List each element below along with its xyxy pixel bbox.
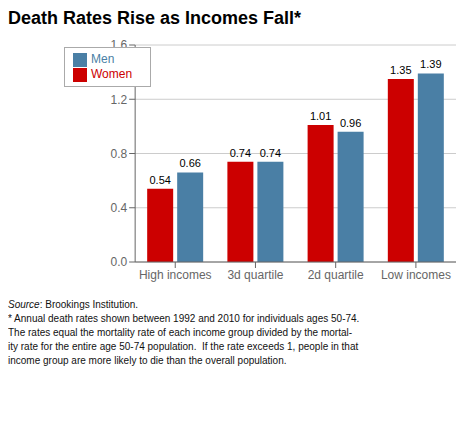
svg-text:0.74: 0.74 xyxy=(230,147,251,159)
svg-text:0.66: 0.66 xyxy=(179,157,200,169)
svg-text:0.74: 0.74 xyxy=(260,147,281,159)
svg-text:0.54: 0.54 xyxy=(149,174,170,186)
svg-text:0.4: 0.4 xyxy=(110,201,127,215)
svg-text:1.39: 1.39 xyxy=(420,58,441,70)
svg-text:1.35: 1.35 xyxy=(390,64,411,76)
svg-text:1.01: 1.01 xyxy=(310,110,331,122)
svg-text:0.96: 0.96 xyxy=(340,117,361,129)
html-text:Men: Men xyxy=(91,52,115,66)
svg-text:Low incomes: Low incomes xyxy=(381,268,451,282)
html-text:Death Rates Rise as Incomes Fa: Death Rates Rise as Incomes Fall* xyxy=(8,8,302,28)
html-text:income group are more likely t: income group are more likely to die than… xyxy=(8,355,287,366)
html-text:* Annual death rates shown bet: * Annual death rates shown between 1992 … xyxy=(8,313,360,324)
svg-text:1.6: 1.6 xyxy=(110,38,127,52)
svg-text:High incomes: High incomes xyxy=(139,268,212,282)
svg-text:2d quartile: 2d quartile xyxy=(308,268,364,282)
svg-text:1.2: 1.2 xyxy=(110,93,127,107)
html-text:The rates equal the mortality: The rates equal the mortality rate of ea… xyxy=(8,327,353,338)
html-text:Women: Women xyxy=(91,66,133,81)
svg-text:0.8: 0.8 xyxy=(110,147,127,161)
svg-text:3d quartile: 3d quartile xyxy=(227,268,283,282)
html-text:ity rate for the entire age 50: ity rate for the entire age 50-74 popula… xyxy=(8,341,359,352)
html-text:Source: Brookings Institution.: Source: Brookings Institution. xyxy=(8,299,139,310)
svg-text:0.0: 0.0 xyxy=(110,255,127,269)
